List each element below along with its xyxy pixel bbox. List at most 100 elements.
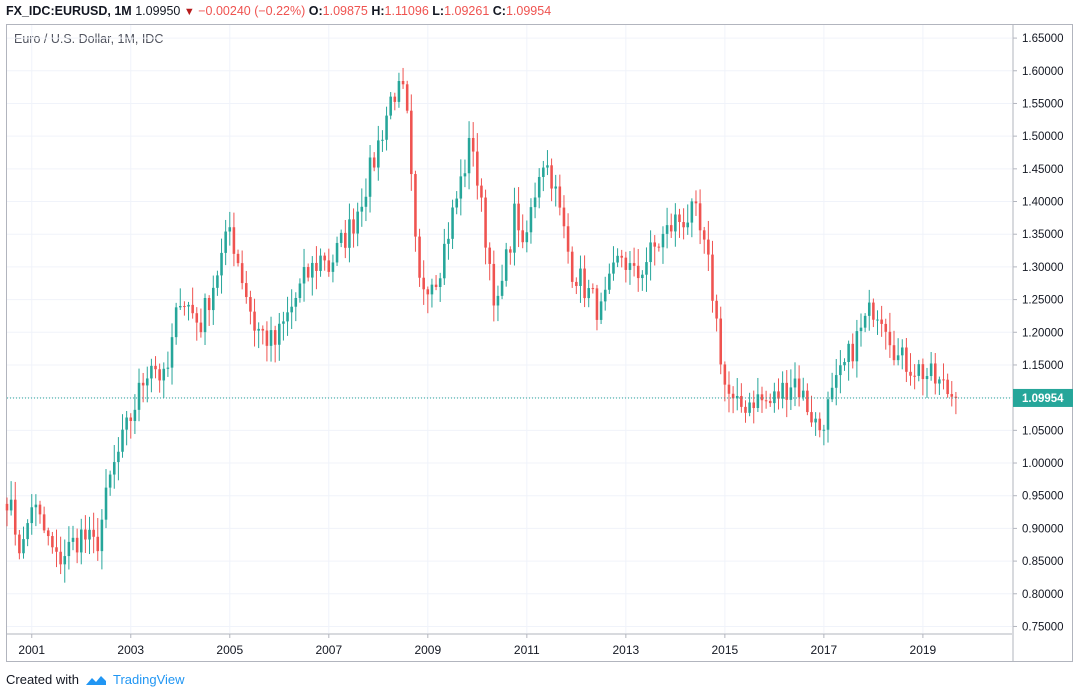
x-tick-label: 2015 [712,643,739,657]
x-tick-label: 2001 [18,643,45,657]
candle-body [719,318,723,365]
candle-body [298,283,302,298]
candle-body [830,387,834,400]
candle-body [79,529,83,553]
candle-body [649,242,652,263]
candle-body [620,255,623,258]
price-change: −0.00240 (−0.22%) [198,4,306,18]
candle-body [834,375,838,388]
candle-body [678,214,681,223]
candle-body [257,328,260,331]
candle-body [682,222,685,228]
candle-body [521,230,524,243]
candle-body [455,198,458,208]
candle-body [92,529,95,537]
last-price-label: 1.09954 [1022,393,1064,405]
candle-body [207,298,211,311]
candle-body [529,207,533,233]
candle-body [884,323,888,332]
candle-body [624,257,628,270]
candle-body [315,262,318,271]
candle-body [71,537,75,542]
candle-body [777,391,780,399]
candle-body [191,304,194,314]
candle-body [13,499,17,535]
created-with-text: Created with [6,672,79,687]
candle-body [950,394,954,397]
candle-body [265,330,269,346]
candle-body [476,151,479,186]
candle-body [88,529,91,540]
candle-body [38,504,42,515]
candle-body [711,254,714,301]
candle-body [377,140,380,168]
candle-body [603,289,607,302]
candle-body [216,275,219,288]
candle-body [855,331,859,362]
candle-body [339,232,343,243]
candle-body [141,382,145,386]
candle-body [674,214,677,232]
candle-body [170,337,174,368]
chart-frame[interactable] [6,24,1073,662]
candle-body [900,347,904,356]
candle-body [459,176,463,199]
candle-body [236,253,240,264]
candle-body [269,330,273,346]
low-value: 1.09261 [444,4,490,18]
candle-body [108,474,112,488]
candle-body [608,273,611,290]
candle-body [595,288,599,320]
candle-body [764,400,768,402]
candle-body [929,363,933,377]
candle-body [723,364,727,385]
candle-body [282,321,285,324]
candle-body [562,207,566,227]
candle-body [335,242,339,263]
candle-body [488,247,491,264]
candle-body [921,364,925,380]
candle-body [401,81,405,85]
candle-body [117,451,120,463]
candle-body [859,327,863,332]
candle-body [905,347,908,372]
candle-body [715,300,718,319]
candle-body [183,306,186,308]
chart-title: Euro / U.S. Dollar, 1M, IDC [14,32,164,46]
x-tick-label: 2007 [315,643,342,657]
candle-body [698,203,702,231]
candle-body [925,376,929,380]
candle-body [397,81,401,102]
candle-body [405,84,409,111]
x-tick-label: 2019 [910,643,937,657]
candle-body [645,262,648,275]
candle-body [888,331,892,346]
candle-body [587,288,590,299]
candle-body [34,504,38,508]
candle-body [290,306,293,313]
candle-body [426,289,430,295]
candle-body [203,298,207,333]
candle-body [381,139,384,141]
candle-body [636,265,640,279]
candle-body [30,507,34,524]
footer: Created with TradingView [6,672,185,687]
candle-body [125,417,128,430]
candle-body [735,395,739,399]
y-tick-label: 1.05000 [1022,425,1064,437]
chart-header: FX_IDC:EURUSD, 1M 1.09950 ▼ −0.00240 (−0… [0,0,1079,22]
candle-body [306,267,310,278]
candle-body [224,231,227,253]
y-tick-label: 1.60000 [1022,66,1064,78]
candle-body [55,547,58,552]
tradingview-link[interactable]: TradingView [112,672,185,687]
candle-body [253,311,256,331]
candle-body [137,382,141,410]
candle-body [863,315,867,328]
candle-body [554,186,557,189]
candle-body [100,519,104,552]
candle-body [18,534,21,554]
candle-body [327,260,331,272]
y-tick-label: 1.30000 [1022,262,1064,274]
